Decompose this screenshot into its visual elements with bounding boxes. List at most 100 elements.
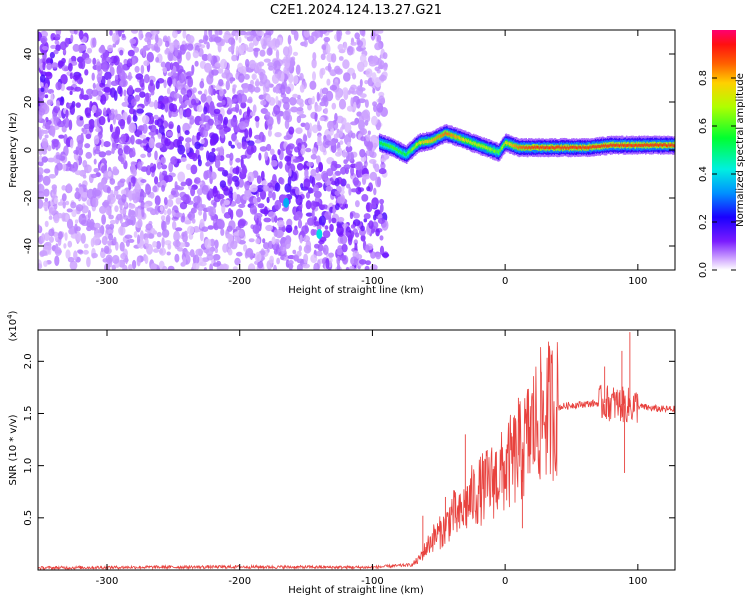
noise-cell — [107, 78, 111, 89]
noise-cell — [57, 60, 64, 69]
noise-cell — [74, 170, 83, 176]
noise-cell — [205, 169, 212, 179]
noise-cell — [162, 67, 167, 73]
noise-cell — [250, 111, 256, 117]
signal-cell — [623, 144, 625, 148]
signal-cell — [546, 145, 548, 149]
noise-cell — [173, 93, 181, 99]
noise-cell — [64, 232, 68, 241]
snr-y-multiplier: (x104) — [6, 310, 19, 341]
signal-cell — [566, 146, 568, 150]
noise-cell — [312, 95, 315, 105]
noise-cell — [67, 240, 73, 248]
noise-cell — [206, 150, 210, 161]
noise-cell — [311, 31, 318, 37]
noise-cell — [80, 233, 86, 244]
signal-cell — [555, 145, 558, 149]
noise-cell — [360, 234, 366, 242]
noise-cell — [61, 193, 67, 202]
noise-cell — [277, 149, 281, 156]
noise-cell — [362, 109, 370, 119]
noise-cell — [57, 120, 65, 128]
signal-cell — [439, 134, 441, 138]
noise-cell — [305, 200, 312, 210]
signal-cell — [433, 138, 435, 142]
noise-cell — [184, 220, 192, 225]
isolated-feature — [283, 197, 290, 208]
noise-cell — [188, 233, 194, 240]
noise-cell — [107, 170, 112, 177]
noise-cell — [349, 212, 354, 220]
signal-cell — [584, 145, 586, 149]
noise-cell — [175, 212, 183, 218]
noise-cell — [137, 218, 143, 228]
noise-cell — [371, 72, 377, 83]
signal-cell — [408, 150, 410, 154]
noise-cell — [38, 91, 45, 100]
noise-cell — [111, 254, 120, 264]
signal-cell — [578, 145, 580, 149]
noise-cell — [352, 212, 360, 219]
noise-cell — [303, 244, 312, 254]
signal-cell — [560, 145, 562, 149]
noise-cell — [170, 111, 178, 118]
noise-cell — [217, 68, 224, 74]
noise-cell — [115, 241, 119, 251]
noise-cell — [69, 138, 74, 149]
noise-cell — [41, 137, 49, 149]
signal-cell — [466, 139, 468, 143]
noise-cell — [122, 111, 128, 121]
signal-cell — [523, 145, 525, 149]
signal-cell — [381, 141, 383, 145]
noise-cell — [379, 198, 385, 205]
noise-cell — [226, 173, 233, 179]
spectrogram-x-axis-label: Height of straight line (km) — [288, 285, 424, 296]
noise-cell — [305, 212, 313, 217]
noise-cell — [153, 42, 159, 52]
signal-cell — [379, 142, 382, 145]
noise-cell — [63, 117, 70, 128]
noise-cell — [313, 216, 317, 221]
noise-cell — [238, 73, 245, 83]
noise-cell — [199, 261, 207, 267]
signal-cell — [664, 143, 667, 146]
snr-x-axis-label: Height of straight line (km) — [288, 585, 424, 596]
noise-cell — [128, 85, 134, 95]
noise-cell — [69, 260, 78, 270]
signal-cell — [558, 145, 560, 149]
noise-cell — [98, 116, 106, 126]
noise-cell — [315, 105, 322, 112]
noise-cell — [262, 185, 270, 192]
noise-cell — [172, 220, 177, 230]
noise-cell — [162, 95, 169, 105]
noise-cell — [208, 86, 212, 95]
signal-cell — [559, 146, 562, 150]
noise-cell — [338, 98, 347, 110]
signal-cell — [512, 144, 514, 148]
spectrogram-y-ticks: -40 -20 0 20 40 — [23, 48, 675, 254]
noise-cell — [227, 248, 233, 256]
isolated-feature — [316, 229, 323, 239]
signal-cell — [625, 144, 628, 147]
noise-cell — [38, 263, 43, 270]
noise-cell — [203, 267, 207, 270]
noise-cell — [322, 44, 327, 50]
noise-cell — [200, 93, 207, 103]
noise-cell — [203, 210, 207, 222]
noise-cell — [211, 147, 216, 153]
signal-cell — [609, 144, 611, 148]
signal-cell — [577, 146, 579, 150]
noise-cell — [176, 81, 183, 90]
noise-cell — [136, 255, 141, 267]
noise-cell — [240, 154, 247, 159]
noise-cell — [309, 80, 317, 91]
snr-panel: -300 -200 -100 0 100 0.5 1.0 1.5 2.0 Height of … — [6, 310, 676, 596]
signal-cell — [453, 135, 456, 139]
signal-cell — [426, 140, 428, 143]
noise-cell — [154, 176, 159, 185]
signal-cell — [660, 143, 663, 147]
signal-cell — [406, 151, 409, 155]
noise-cell — [216, 155, 221, 161]
signal-cell — [481, 144, 484, 148]
noise-cell — [62, 201, 66, 209]
